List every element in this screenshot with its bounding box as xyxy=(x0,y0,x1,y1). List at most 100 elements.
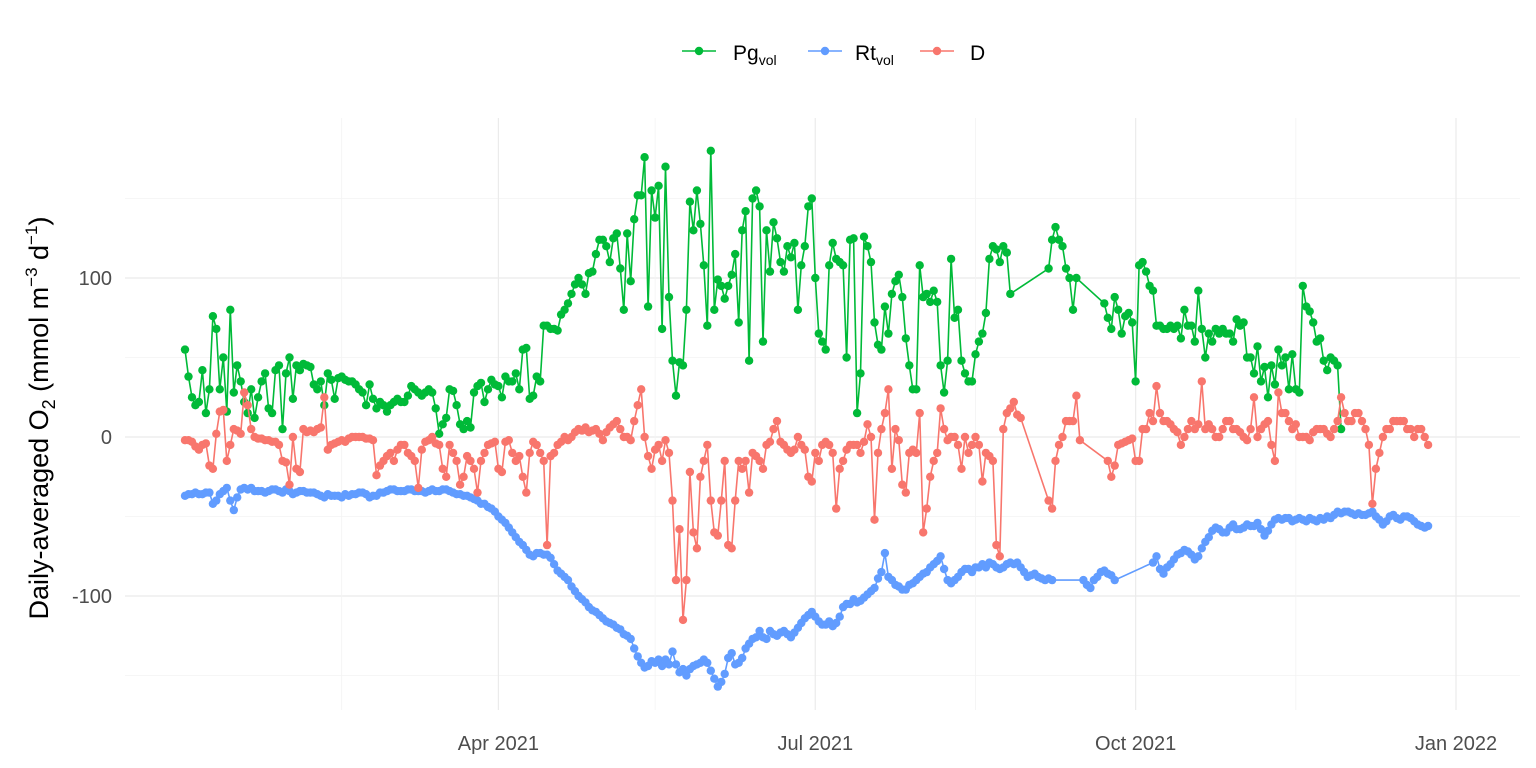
data-point xyxy=(616,264,625,273)
data-point xyxy=(1260,362,1269,372)
series-rt xyxy=(180,483,1433,691)
data-point xyxy=(400,440,409,450)
data-point xyxy=(887,289,897,299)
data-point xyxy=(386,448,395,458)
y-tick-label: -100 xyxy=(72,586,112,608)
data-point xyxy=(751,633,761,642)
data-point xyxy=(1180,432,1189,442)
data-point xyxy=(720,294,729,303)
data-point xyxy=(1225,329,1234,338)
data-point xyxy=(978,329,987,338)
data-point xyxy=(953,440,963,450)
data-point xyxy=(480,397,489,407)
data-point xyxy=(765,267,775,276)
data-point xyxy=(1225,416,1234,426)
data-point xyxy=(1068,305,1078,314)
data-point xyxy=(696,472,705,481)
data-point xyxy=(738,653,747,663)
data-point xyxy=(490,437,500,446)
data-point xyxy=(786,253,796,262)
legend-key-point xyxy=(820,46,830,56)
data-point xyxy=(455,480,465,489)
data-point xyxy=(222,483,231,493)
data-point xyxy=(967,377,977,386)
data-point xyxy=(1298,281,1308,291)
data-point xyxy=(1152,381,1161,391)
data-point xyxy=(661,162,670,171)
data-point xyxy=(616,424,625,434)
data-point xyxy=(522,488,531,497)
data-point xyxy=(1249,393,1259,402)
data-point xyxy=(1399,416,1409,426)
data-point xyxy=(212,496,221,505)
data-point xyxy=(689,226,698,235)
data-point xyxy=(894,270,903,279)
data-point xyxy=(274,361,284,370)
series-line xyxy=(184,486,1429,689)
data-point xyxy=(1128,318,1137,327)
data-point xyxy=(870,583,879,593)
data-point xyxy=(382,407,392,416)
data-point xyxy=(428,432,437,442)
data-point xyxy=(894,436,903,445)
data-point xyxy=(553,326,562,335)
data-point xyxy=(1417,424,1426,434)
data-point xyxy=(664,448,674,458)
data-point xyxy=(274,440,284,450)
data-point xyxy=(640,153,649,162)
data-point xyxy=(417,445,426,454)
data-point xyxy=(267,408,277,418)
data-point xyxy=(365,380,374,389)
data-point xyxy=(936,552,945,561)
data-point xyxy=(748,194,757,203)
data-point xyxy=(462,416,472,426)
data-point xyxy=(724,281,733,291)
data-point xyxy=(563,299,573,308)
data-point xyxy=(790,445,799,454)
data-point xyxy=(431,404,440,413)
data-point xyxy=(758,464,768,473)
series-d xyxy=(180,377,1433,625)
legend-key-point xyxy=(694,46,704,56)
data-point xyxy=(995,257,1004,267)
data-point xyxy=(821,345,830,354)
data-point xyxy=(536,448,545,458)
data-point xyxy=(466,456,475,466)
data-point xyxy=(950,313,959,322)
data-point xyxy=(438,464,447,473)
data-point xyxy=(511,369,520,378)
data-point xyxy=(772,234,782,243)
data-point xyxy=(236,377,245,386)
data-point xyxy=(626,634,635,644)
data-point xyxy=(919,528,928,537)
data-point xyxy=(612,229,621,238)
data-point xyxy=(278,424,287,434)
data-point xyxy=(247,424,256,434)
data-point xyxy=(1187,321,1196,330)
data-point xyxy=(933,297,942,307)
data-point xyxy=(1110,292,1119,302)
data-point xyxy=(288,432,298,442)
data-point xyxy=(525,448,534,458)
data-point xyxy=(1197,324,1207,334)
data-point xyxy=(623,229,632,238)
data-point xyxy=(1204,533,1214,542)
data-point xyxy=(664,660,674,669)
data-point xyxy=(1194,552,1203,561)
data-point xyxy=(811,448,820,458)
data-point xyxy=(1128,434,1137,443)
data-point xyxy=(212,429,221,438)
data-point xyxy=(389,456,399,466)
data-point xyxy=(999,424,1008,434)
data-point xyxy=(880,548,890,558)
data-point xyxy=(678,615,688,625)
data-point xyxy=(654,655,663,664)
data-point xyxy=(508,377,517,386)
data-point xyxy=(313,385,322,394)
data-point xyxy=(1110,575,1119,585)
data-point xyxy=(1232,315,1241,324)
data-point xyxy=(1253,342,1262,351)
data-point xyxy=(281,369,291,378)
data-point xyxy=(727,649,736,658)
data-point xyxy=(741,456,750,466)
